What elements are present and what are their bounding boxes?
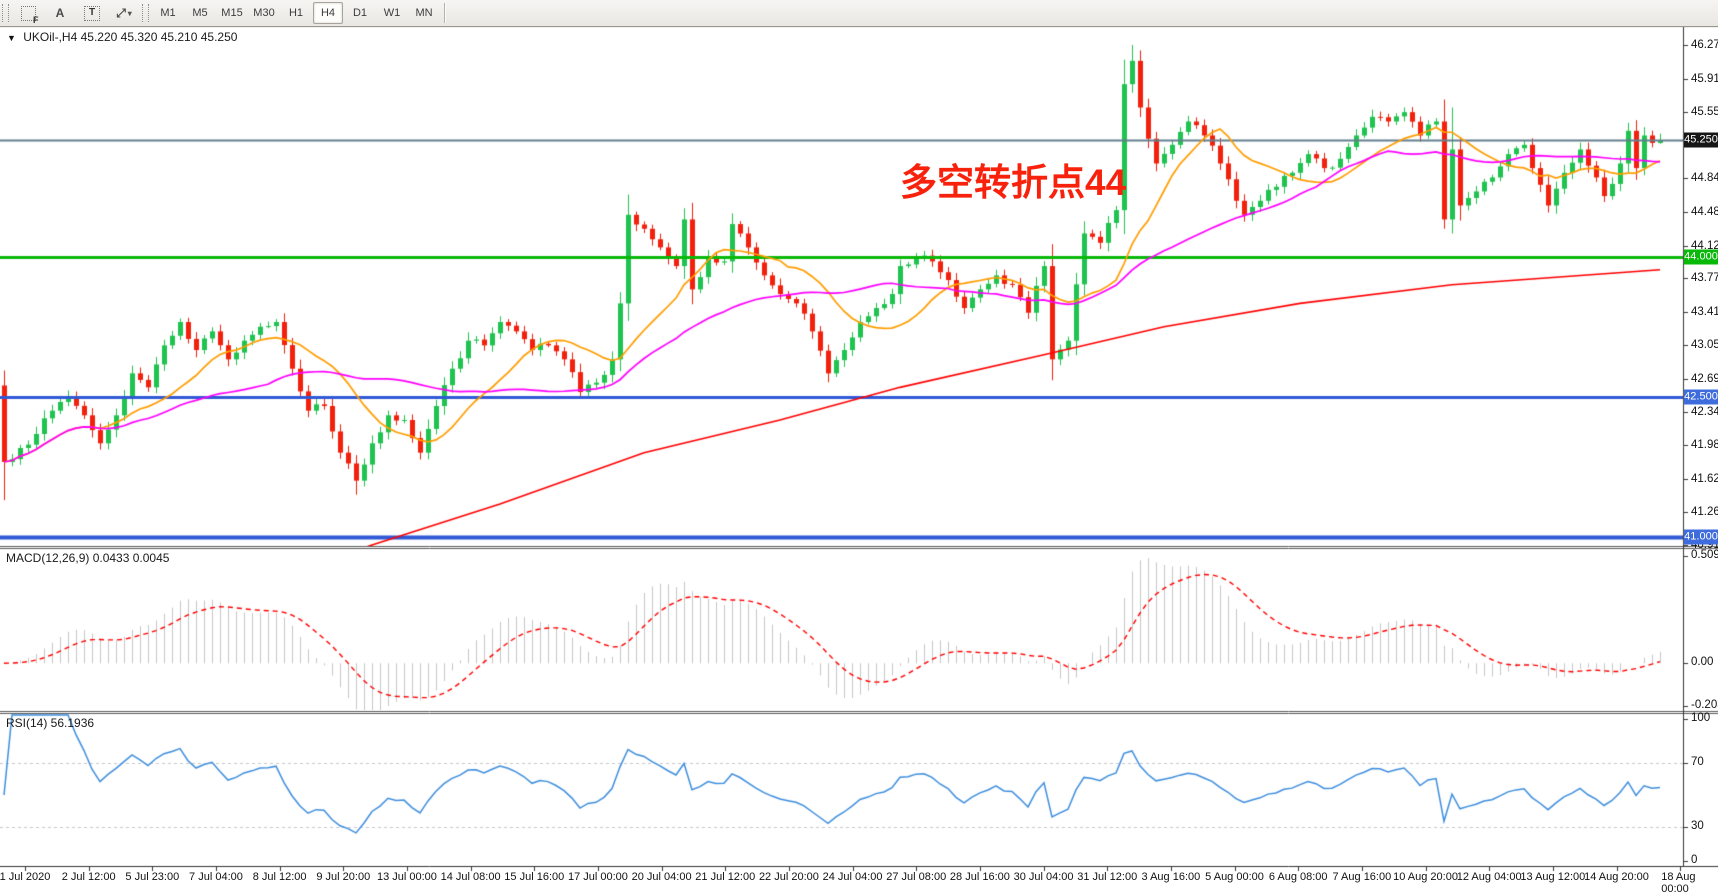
price-tick-label: 44.480 bbox=[1691, 205, 1718, 218]
time-axis-label[interactable]: 22 Jul 20:00 bbox=[758, 871, 819, 883]
price-tick-label: 45.550 bbox=[1691, 106, 1718, 119]
time-axis-label[interactable]: 31 Jul 12:00 bbox=[1077, 871, 1138, 883]
price-badge-41.000[interactable]: 41.000 bbox=[1684, 529, 1718, 545]
time-axis-label[interactable]: 20 Jul 04:00 bbox=[631, 871, 692, 883]
time-axis-label[interactable]: 7 Jul 04:00 bbox=[189, 871, 243, 883]
text-label-icon: T bbox=[84, 5, 100, 21]
arrows-tool-button[interactable]: ⤢ ▾ bbox=[109, 2, 139, 24]
rsi-axis-label: 30 bbox=[1691, 820, 1704, 832]
symbol-dropdown-icon[interactable]: ▼ bbox=[7, 33, 16, 43]
ohlc-values: 45.220 45.320 45.210 45.250 bbox=[80, 30, 238, 44]
price-badge-45.250[interactable]: 45.250 bbox=[1684, 132, 1718, 148]
rsi-axis-label: 70 bbox=[1691, 756, 1704, 768]
timeframe-button-m15[interactable]: M15 bbox=[221, 7, 243, 19]
toolbar: F A T ⤢ ▾ M1 M5 M15 M30 H1 H4 D1 W1 MN bbox=[0, 0, 1718, 27]
chart-annotation-text[interactable]: 多空转折点44 bbox=[900, 162, 1127, 203]
timeframe-button-mn[interactable]: MN bbox=[415, 7, 433, 19]
price-tick-label: 41.260 bbox=[1691, 506, 1718, 519]
time-axis-label[interactable]: 21 Jul 12:00 bbox=[695, 871, 756, 883]
timeframe-button-group: M1 M5 M15 M30 H1 H4 D1 W1 MN bbox=[152, 2, 440, 24]
price-badge-42.500[interactable]: 42.500 bbox=[1684, 389, 1718, 405]
time-axis-label[interactable]: 8 Jul 12:00 bbox=[252, 871, 307, 883]
time-axis-label[interactable]: 14 Jul 08:00 bbox=[440, 871, 501, 883]
fibonacci-tool-button[interactable]: F bbox=[13, 2, 43, 25]
time-axis-label[interactable]: 18 Aug 00:00 bbox=[1661, 871, 1696, 895]
time-axis-label[interactable]: 13 Aug 12:00 bbox=[1520, 871, 1586, 883]
toolbar-grip[interactable] bbox=[2, 4, 9, 22]
price-tick-label: 45.910 bbox=[1691, 72, 1718, 85]
time-axis-label[interactable]: 10 Aug 20:00 bbox=[1393, 871, 1458, 883]
toolbar-grip-2[interactable] bbox=[142, 4, 149, 22]
timeframe-button-d1[interactable]: D1 bbox=[352, 7, 368, 19]
price-tick-label: 42.340 bbox=[1691, 405, 1718, 418]
time-axis-label[interactable]: 14 Aug 20:00 bbox=[1584, 871, 1649, 883]
timeframe-button-h4[interactable]: H4 bbox=[313, 2, 343, 24]
time-axis-label[interactable]: 7 Aug 16:00 bbox=[1332, 871, 1392, 883]
toolbar-separator bbox=[444, 3, 446, 23]
time-axis-label[interactable]: 12 Aug 04:00 bbox=[1456, 871, 1522, 883]
macd-label: MACD(12,26,9) 0.0433 0.0045 bbox=[6, 551, 170, 565]
time-axis-label[interactable]: 27 Jul 08:00 bbox=[886, 871, 947, 883]
chart-title: ▼ UKOil-,H4 45.220 45.320 45.210 45.250 bbox=[7, 30, 237, 44]
price-badge-44.000[interactable]: 44.000 bbox=[1684, 249, 1718, 265]
text-tool-icon: A bbox=[55, 6, 65, 20]
fibonacci-icon: F bbox=[20, 5, 39, 25]
time-axis-label[interactable]: 28 Jul 16:00 bbox=[949, 871, 1010, 883]
time-axis-label[interactable]: 9 Jul 20:00 bbox=[316, 871, 371, 883]
time-axis-label[interactable]: 3 Aug 16:00 bbox=[1141, 871, 1201, 883]
text-label-tool-button[interactable]: T bbox=[77, 2, 107, 24]
price-tick-label: 41.980 bbox=[1691, 439, 1718, 452]
time-axis-label[interactable]: 5 Aug 00:00 bbox=[1205, 871, 1264, 883]
macd-axis-label: -0.2032 bbox=[1691, 699, 1718, 711]
time-axis-label[interactable]: 1 Jul 2020 bbox=[0, 871, 51, 883]
time-axis-label[interactable]: 6 Aug 08:00 bbox=[1268, 871, 1328, 883]
time-axis-label[interactable]: 17 Jul 00:00 bbox=[567, 871, 628, 883]
rsi-label: RSI(14) 56.1936 bbox=[6, 716, 95, 730]
price-tick-label: 43.050 bbox=[1691, 339, 1718, 352]
price-tick-label: 41.620 bbox=[1691, 472, 1718, 485]
time-axis-label[interactable]: 15 Jul 16:00 bbox=[504, 871, 565, 883]
time-axis-label[interactable]: 24 Jul 04:00 bbox=[822, 871, 883, 883]
macd-axis-label: 0.5094 bbox=[1691, 549, 1718, 561]
time-axis-label[interactable]: 5 Jul 23:00 bbox=[125, 871, 180, 883]
rsi-axis-label: 100 bbox=[1691, 712, 1711, 724]
timeframe-button-m5[interactable]: M5 bbox=[192, 7, 208, 19]
timeframe-button-m1[interactable]: M1 bbox=[160, 7, 176, 19]
timeframe-button-h1[interactable]: H1 bbox=[288, 7, 304, 19]
arrows-icon: ⤢ bbox=[116, 5, 126, 20]
price-tick-label: 42.690 bbox=[1691, 372, 1718, 385]
symbol-name: UKOil-,H4 bbox=[23, 30, 78, 44]
timeframe-button-w1[interactable]: W1 bbox=[383, 7, 401, 19]
chevron-down-icon: ▾ bbox=[127, 8, 132, 18]
rsi-axis-label: 0 bbox=[1691, 854, 1698, 866]
price-tick-label: 43.410 bbox=[1691, 305, 1718, 318]
time-axis-label[interactable]: 13 Jul 00:00 bbox=[376, 871, 437, 883]
macd-axis-label: 0.00 bbox=[1691, 656, 1714, 669]
time-axis-label[interactable]: 2 Jul 12:00 bbox=[61, 871, 116, 883]
timeframe-button-m30[interactable]: M30 bbox=[253, 7, 275, 19]
price-tick-label: 46.270 bbox=[1691, 39, 1718, 51]
text-tool-button[interactable]: A bbox=[45, 2, 75, 24]
price-tick-label: 44.120 bbox=[1691, 239, 1718, 252]
time-axis-label[interactable]: 30 Jul 04:00 bbox=[1013, 871, 1074, 883]
price-tick-label: 44.840 bbox=[1691, 172, 1718, 185]
price-tick-label: 43.770 bbox=[1691, 272, 1718, 285]
